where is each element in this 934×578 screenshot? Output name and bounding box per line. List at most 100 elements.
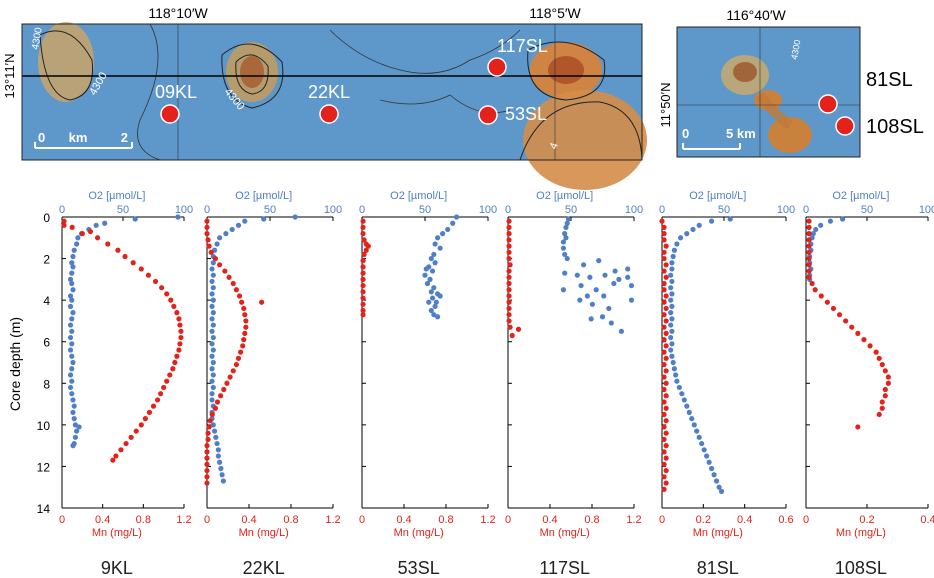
o2-point (696, 434, 702, 440)
mn-point (879, 405, 885, 411)
mn-point (661, 374, 667, 380)
o2-point (562, 231, 568, 237)
mn-point (217, 262, 223, 268)
o2-point (428, 255, 434, 262)
o2-point (209, 328, 215, 334)
mn-point (138, 422, 144, 428)
mn-point (365, 243, 371, 249)
mn-point (205, 430, 211, 436)
mn-axis-title: Mn (mg/L) (92, 527, 142, 539)
o2-point (437, 245, 443, 251)
mn-point (122, 253, 128, 260)
o2-point (209, 278, 215, 285)
mn-point (506, 243, 512, 249)
panel-22KL: 0 50 100 0 0.4 0.8 1.2 O2 [µmol/L] Mn (mg/L) 22KL (204, 190, 342, 578)
site-marker-53SL (478, 105, 498, 125)
mn-point (204, 231, 210, 237)
mn-point (661, 255, 667, 262)
mn-tick-label: 0.2 (859, 514, 874, 526)
mn-point (164, 378, 170, 384)
mn-point (212, 255, 218, 262)
o2-point (813, 226, 819, 233)
o2-point (669, 278, 675, 285)
contour-label-4: 4 (548, 141, 561, 151)
o2-point (588, 316, 594, 322)
mn-point (663, 467, 669, 474)
mn-point (230, 368, 236, 374)
mn-axis-title: Mn (mg/L) (540, 527, 590, 539)
o2-point (220, 478, 226, 484)
o2-point (429, 295, 436, 301)
mn-tick-label: 1.2 (480, 514, 495, 526)
o2-point (686, 409, 692, 415)
inset-scale-unit: 5 km (726, 126, 756, 141)
mn-point (176, 347, 182, 353)
site-marker-108SL (835, 116, 855, 136)
o2-point (229, 226, 235, 233)
mn-point (177, 322, 183, 328)
contour-2 (221, 43, 284, 109)
o2-point (669, 260, 675, 266)
scale-end: 2 (121, 130, 128, 145)
mn-tick-label: 0 (204, 514, 210, 526)
mn-tick-label: 1.2 (176, 514, 191, 526)
seamount-east-peak (548, 56, 584, 84)
o2-point (564, 220, 570, 226)
o2-point (71, 247, 77, 253)
mn-point (506, 312, 512, 318)
o2-point (596, 258, 602, 264)
o2-tick-label: 50 (117, 204, 129, 216)
depth-tick-label: 2 (43, 253, 50, 267)
o2-point (210, 347, 216, 353)
mn-point (663, 243, 669, 249)
o2-point (69, 391, 75, 397)
panel-9KL: 0 50 100 0 0.4 0.8 1.2 O2 [µmol/L] Mn (mg/L) 9KL (59, 190, 193, 578)
mn-point (204, 443, 210, 449)
mn-tick-label: 0.4 (95, 514, 110, 526)
o2-point (210, 422, 216, 428)
mn-point (360, 301, 366, 307)
mn-point (855, 424, 861, 430)
inset-lat-label: 11°50′N (658, 83, 673, 128)
mn-tick-label: 0.4 (737, 514, 752, 526)
mn-point (205, 436, 211, 443)
mn-point (360, 224, 366, 230)
mn-point (824, 299, 830, 305)
mn-point (876, 411, 882, 418)
o2-point (602, 272, 608, 278)
o2-point (235, 222, 242, 228)
o2-point (669, 266, 675, 272)
mn-point (663, 330, 669, 336)
mn-point (661, 237, 667, 243)
mn-point (150, 403, 157, 409)
mn-point (661, 287, 667, 293)
inset-ridge (756, 91, 793, 130)
o2-point (69, 353, 75, 359)
mn-point (836, 312, 843, 318)
mn-point (506, 249, 512, 255)
o2-point (67, 303, 74, 309)
o2-point (428, 307, 434, 314)
mn-point (506, 280, 512, 287)
mn-point (806, 243, 812, 249)
o2-point (242, 218, 248, 224)
mn-point (105, 241, 111, 247)
mn-point (663, 355, 669, 361)
mn-point (663, 455, 669, 461)
o2-point (612, 268, 618, 274)
mn-tick-label: 0 (659, 514, 665, 526)
o2-point (427, 276, 433, 282)
mn-point (360, 231, 366, 237)
mn-point (661, 449, 667, 455)
mn-point (206, 243, 212, 249)
site-label-81SL: 81SL (866, 69, 913, 91)
o2-point (72, 434, 79, 440)
o2-point (581, 262, 587, 268)
o2-point (593, 287, 599, 293)
depth-tick-label: 4 (43, 294, 50, 308)
mn-point (507, 262, 513, 268)
main-map-frame (21, 23, 643, 161)
o2-point (70, 397, 76, 403)
mn-point (204, 218, 210, 224)
mn-point (167, 372, 173, 378)
